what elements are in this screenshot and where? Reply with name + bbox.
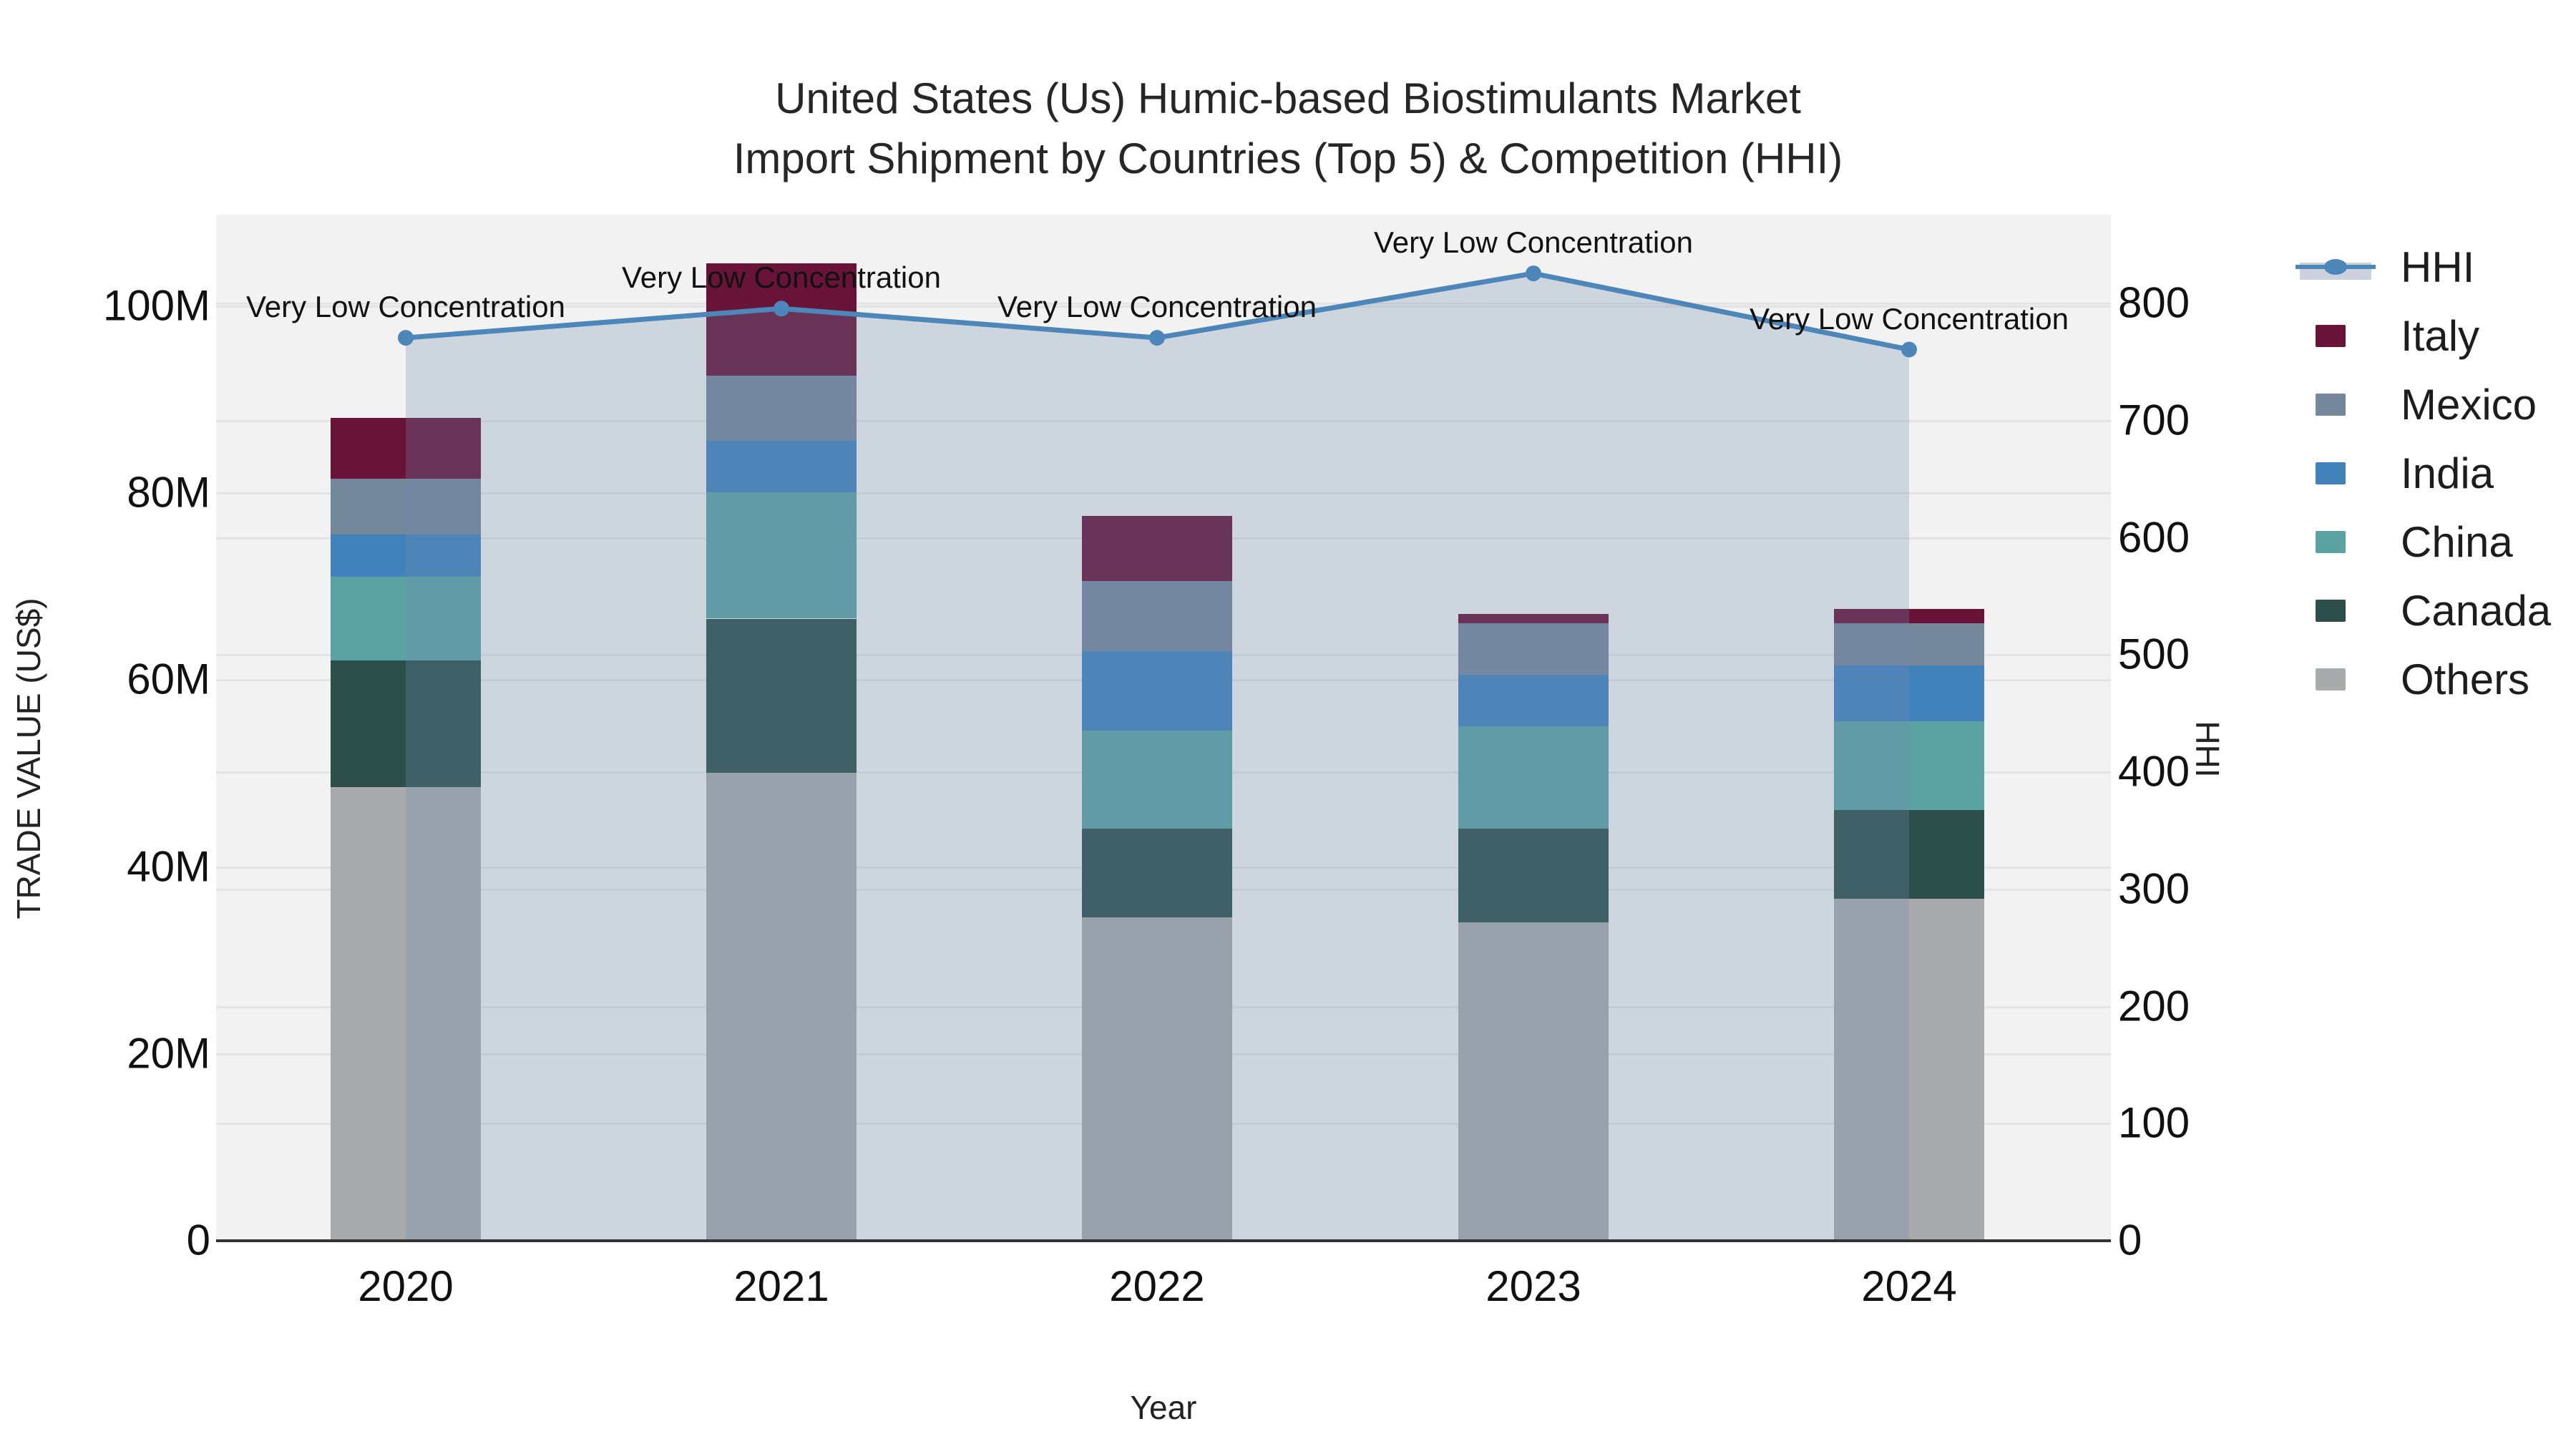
legend-item-italy[interactable]: Italy xyxy=(2296,301,2551,370)
bar-segment-china-2020[interactable] xyxy=(331,576,481,661)
legend-item-india[interactable]: India xyxy=(2296,439,2551,507)
bar-segment-canada-2021[interactable] xyxy=(706,618,857,773)
bar-segment-canada-2020[interactable] xyxy=(331,660,481,787)
legend-swatch-icon xyxy=(2296,324,2385,347)
bar-segment-others-2021[interactable] xyxy=(706,773,857,1240)
left-tick-40M: 40M xyxy=(127,842,210,891)
gridline-left-axis xyxy=(216,492,2111,495)
bar-segment-india-2020[interactable] xyxy=(331,534,481,577)
bar-segment-mexico-2022[interactable] xyxy=(1082,581,1232,652)
x-tick-2021: 2021 xyxy=(733,1262,829,1310)
legend-item-china[interactable]: China xyxy=(2296,507,2551,576)
legend-item-others[interactable]: Others xyxy=(2296,645,2551,713)
right-tick-400: 400 xyxy=(2118,747,2190,796)
bar-segment-china-2023[interactable] xyxy=(1458,726,1609,829)
legend-label-italy: Italy xyxy=(2401,311,2480,360)
chart-title-line2: Import Shipment by Countries (Top 5) & C… xyxy=(733,135,1843,182)
chart-title-line1: United States (Us) Humic-based Biostimul… xyxy=(775,74,1801,122)
bar-segment-india-2022[interactable] xyxy=(1082,651,1232,731)
left-tick-0: 0 xyxy=(186,1216,210,1264)
right-tick-0: 0 xyxy=(2118,1216,2142,1264)
legend-swatch-icon xyxy=(2296,530,2385,553)
bar-segment-china-2021[interactable] xyxy=(706,492,857,619)
legend-item-hhi[interactable]: HHI xyxy=(2296,233,2551,301)
annotation-2020: Very Low Concentration xyxy=(246,290,565,324)
right-tick-800: 800 xyxy=(2118,278,2190,327)
legend-label-canada: Canada xyxy=(2401,586,2552,635)
bar-segment-india-2021[interactable] xyxy=(706,441,857,493)
right-tick-200: 200 xyxy=(2118,982,2190,1030)
legend-item-mexico[interactable]: Mexico xyxy=(2296,370,2551,439)
bar-segment-mexico-2020[interactable] xyxy=(331,478,481,535)
bar-segment-italy-2024[interactable] xyxy=(1834,609,1984,624)
bar-segment-mexico-2021[interactable] xyxy=(706,375,857,441)
bar-segment-others-2024[interactable] xyxy=(1834,899,1984,1240)
left-axis-title: TRADE VALUE (US$) xyxy=(10,597,47,919)
right-axis-title: HHI xyxy=(2189,721,2226,778)
bar-segment-china-2022[interactable] xyxy=(1082,731,1232,829)
legend-label-china: China xyxy=(2401,517,2513,566)
gridline-right-axis xyxy=(216,419,2111,422)
x-tick-2022: 2022 xyxy=(1109,1262,1205,1310)
bar-segment-canada-2022[interactable] xyxy=(1082,829,1232,918)
bar-segment-mexico-2024[interactable] xyxy=(1834,623,1984,665)
legend-label-others: Others xyxy=(2401,655,2530,703)
right-tick-300: 300 xyxy=(2118,864,2190,913)
x-tick-2020: 2020 xyxy=(358,1262,454,1310)
bar-segment-others-2022[interactable] xyxy=(1082,917,1232,1240)
bar-segment-italy-2022[interactable] xyxy=(1082,515,1232,582)
legend: HHI Italy Mexico India China Canada Others xyxy=(2296,233,2551,713)
bar-segment-china-2024[interactable] xyxy=(1834,721,1984,811)
left-tick-60M: 60M xyxy=(127,655,210,703)
right-tick-700: 700 xyxy=(2118,396,2190,444)
legend-label-india: India xyxy=(2401,449,2494,497)
annotation-2022: Very Low Concentration xyxy=(997,290,1317,324)
legend-swatch-icon xyxy=(2296,599,2385,622)
left-tick-100M: 100M xyxy=(102,281,210,330)
x-axis-title: Year xyxy=(1130,1389,1197,1426)
annotation-2024: Very Low Concentration xyxy=(1750,301,2069,336)
legend-swatch-icon xyxy=(2296,668,2385,691)
bar-segment-india-2024[interactable] xyxy=(1834,665,1984,722)
x-tick-2024: 2024 xyxy=(1861,1262,1957,1310)
legend-item-canada[interactable]: Canada xyxy=(2296,576,2551,645)
right-tick-100: 100 xyxy=(2118,1098,2190,1147)
bar-segment-others-2020[interactable] xyxy=(331,786,481,1240)
legend-swatch-icon xyxy=(2296,393,2385,416)
bar-segment-italy-2020[interactable] xyxy=(331,417,481,479)
hhi-line-icon xyxy=(2296,247,2385,287)
bar-segment-italy-2023[interactable] xyxy=(1458,613,1609,624)
bar-segment-canada-2023[interactable] xyxy=(1458,829,1609,922)
annotation-2023: Very Low Concentration xyxy=(1374,225,1693,260)
annotation-2021: Very Low Concentration xyxy=(622,260,941,295)
bar-segment-others-2023[interactable] xyxy=(1458,922,1609,1240)
legend-label-mexico: Mexico xyxy=(2401,380,2537,429)
right-tick-500: 500 xyxy=(2118,630,2190,678)
legend-label-hhi: HHI xyxy=(2401,243,2475,291)
legend-swatch-icon xyxy=(2296,462,2385,484)
bar-segment-mexico-2023[interactable] xyxy=(1458,623,1609,675)
bar-segment-india-2023[interactable] xyxy=(1458,674,1609,726)
right-tick-600: 600 xyxy=(2118,513,2190,561)
left-tick-20M: 20M xyxy=(127,1029,210,1078)
plot-area xyxy=(216,215,2111,1240)
chart-title: United States (Us) Humic-based Biostimul… xyxy=(0,69,2576,189)
bar-segment-canada-2024[interactable] xyxy=(1834,810,1984,899)
x-axis-line xyxy=(216,1239,2111,1242)
left-tick-80M: 80M xyxy=(127,468,210,517)
x-tick-2023: 2023 xyxy=(1485,1262,1581,1310)
